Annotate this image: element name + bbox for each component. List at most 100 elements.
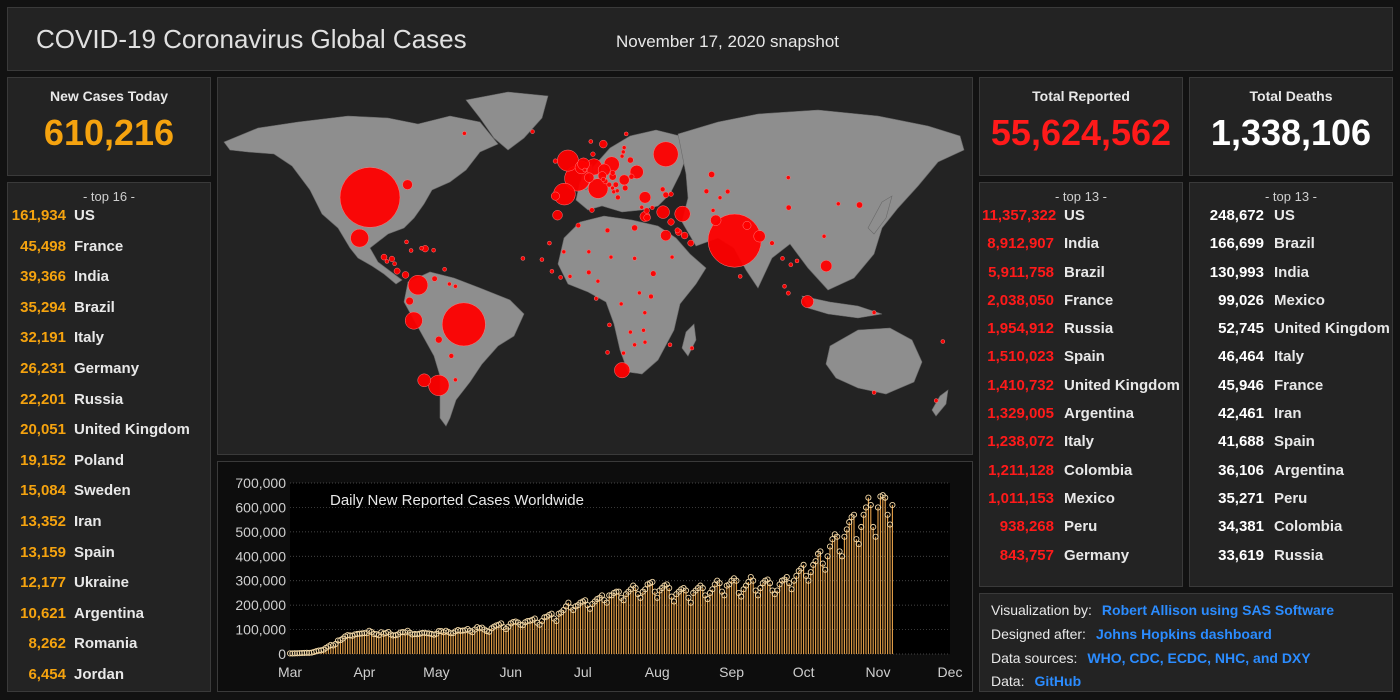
case-bubble[interactable]	[871, 310, 877, 315]
case-bubble[interactable]	[737, 274, 743, 279]
case-bubble[interactable]	[753, 230, 766, 243]
case-bubble[interactable]	[821, 234, 827, 239]
case-bubble[interactable]	[680, 231, 689, 240]
case-bubble[interactable]	[549, 269, 555, 274]
case-bubble[interactable]	[639, 205, 644, 210]
case-bubble[interactable]	[641, 328, 646, 333]
case-bubble[interactable]	[435, 336, 443, 344]
case-bubble[interactable]	[618, 301, 624, 307]
case-bubble[interactable]	[577, 157, 590, 171]
case-bubble[interactable]	[558, 275, 563, 280]
case-bubble[interactable]	[588, 139, 594, 144]
case-bubble[interactable]	[725, 189, 731, 195]
author-link[interactable]: Robert Allison using SAS Software	[1101, 602, 1334, 618]
case-bubble[interactable]	[660, 229, 672, 242]
case-bubble[interactable]	[604, 227, 611, 234]
case-bubble[interactable]	[642, 310, 648, 315]
case-bubble[interactable]	[643, 207, 650, 214]
case-bubble[interactable]	[612, 181, 619, 188]
case-bubble[interactable]	[656, 205, 670, 219]
case-bubble[interactable]	[606, 182, 612, 188]
case-bubble[interactable]	[785, 204, 792, 211]
case-bubble[interactable]	[408, 248, 414, 253]
case-bubble[interactable]	[587, 178, 609, 199]
case-bubble[interactable]	[608, 254, 614, 260]
case-bubble[interactable]	[622, 184, 629, 192]
case-bubble[interactable]	[632, 342, 637, 348]
case-bubble[interactable]	[621, 149, 626, 155]
case-bubble[interactable]	[539, 257, 545, 262]
case-bubble[interactable]	[769, 240, 775, 246]
case-bubble[interactable]	[615, 188, 620, 194]
case-bubble[interactable]	[660, 186, 666, 192]
case-bubble[interactable]	[653, 141, 679, 167]
case-bubble[interactable]	[669, 254, 675, 260]
case-bubble[interactable]	[447, 281, 452, 287]
case-bubble[interactable]	[621, 145, 627, 150]
case-bubble[interactable]	[520, 256, 526, 261]
case-bubble[interactable]	[623, 131, 629, 137]
case-bubble[interactable]	[584, 172, 595, 183]
case-bubble[interactable]	[575, 222, 581, 229]
case-bubble[interactable]	[615, 194, 621, 201]
case-bubble[interactable]	[431, 247, 436, 253]
case-bubble[interactable]	[417, 373, 431, 388]
case-bubble[interactable]	[599, 139, 608, 149]
case-bubble[interactable]	[462, 131, 467, 136]
case-bubble[interactable]	[404, 239, 409, 245]
case-bubble[interactable]	[708, 171, 715, 178]
case-bubble[interactable]	[419, 245, 424, 251]
case-bubble[interactable]	[350, 228, 369, 248]
case-bubble[interactable]	[710, 208, 716, 213]
case-bubble[interactable]	[674, 227, 681, 234]
case-bubble[interactable]	[586, 249, 592, 255]
case-bubble[interactable]	[609, 170, 616, 176]
case-bubble[interactable]	[710, 214, 722, 226]
case-bubble[interactable]	[717, 195, 723, 200]
case-bubble[interactable]	[388, 255, 395, 262]
case-bubble[interactable]	[380, 253, 388, 261]
case-bubble[interactable]	[590, 151, 596, 157]
case-bubble[interactable]	[392, 261, 397, 266]
case-bubble[interactable]	[667, 342, 673, 348]
case-bubble[interactable]	[384, 259, 390, 264]
case-bubble[interactable]	[689, 345, 695, 351]
case-bubble[interactable]	[405, 297, 414, 306]
johns-hopkins-link[interactable]: Johns Hopkins dashboard	[1095, 626, 1272, 642]
case-bubble[interactable]	[605, 350, 610, 355]
case-bubble[interactable]	[586, 269, 592, 275]
case-bubble[interactable]	[801, 295, 814, 308]
case-bubble[interactable]	[407, 275, 429, 296]
case-bubble[interactable]	[600, 176, 606, 182]
case-bubble[interactable]	[610, 185, 615, 191]
case-bubble[interactable]	[933, 398, 939, 403]
case-bubble[interactable]	[687, 239, 695, 247]
case-bubble[interactable]	[650, 270, 657, 277]
case-bubble[interactable]	[836, 201, 841, 207]
case-bubble[interactable]	[550, 191, 560, 201]
case-bubble[interactable]	[788, 262, 794, 267]
case-bubble[interactable]	[441, 302, 486, 347]
case-bubble[interactable]	[453, 284, 458, 289]
case-bubble[interactable]	[607, 322, 612, 328]
world-map[interactable]	[218, 78, 972, 454]
case-bubble[interactable]	[668, 191, 674, 197]
case-bubble[interactable]	[650, 205, 655, 210]
case-bubble[interactable]	[648, 293, 654, 300]
case-bubble[interactable]	[593, 296, 599, 301]
case-bubble[interactable]	[552, 158, 558, 164]
case-bubble[interactable]	[614, 362, 631, 379]
case-bubble[interactable]	[786, 175, 791, 180]
case-bubble[interactable]	[402, 179, 413, 190]
case-bubble[interactable]	[940, 339, 946, 344]
case-bubble[interactable]	[621, 350, 626, 356]
case-bubble[interactable]	[595, 278, 601, 284]
case-bubble[interactable]	[856, 201, 863, 209]
case-bubble[interactable]	[453, 377, 458, 383]
case-bubble[interactable]	[618, 174, 630, 186]
case-bubble[interactable]	[627, 156, 634, 164]
case-bubble[interactable]	[794, 258, 800, 264]
case-bubble[interactable]	[442, 267, 447, 272]
case-bubble[interactable]	[567, 274, 573, 279]
case-bubble[interactable]	[431, 275, 438, 282]
